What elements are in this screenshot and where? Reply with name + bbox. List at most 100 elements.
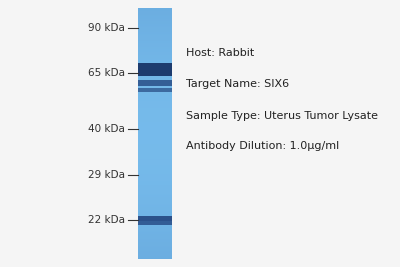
Bar: [138, 27, 172, 28]
Bar: [138, 32, 172, 33]
Bar: [138, 34, 172, 35]
Bar: [138, 148, 172, 150]
Bar: [138, 73, 172, 74]
Bar: [138, 223, 172, 225]
Bar: [138, 121, 172, 122]
Bar: [138, 78, 172, 79]
Bar: [138, 253, 172, 254]
Bar: [138, 129, 172, 130]
Bar: [138, 190, 172, 191]
Bar: [138, 92, 172, 93]
Bar: [138, 50, 172, 52]
Bar: [138, 160, 172, 161]
Bar: [138, 216, 172, 217]
Bar: [138, 75, 172, 76]
Bar: [138, 226, 172, 227]
Bar: [138, 122, 172, 123]
Bar: [138, 70, 172, 71]
Bar: [138, 20, 172, 21]
Bar: [138, 182, 172, 183]
Bar: [138, 137, 172, 138]
Bar: [138, 223, 172, 224]
Bar: [138, 208, 172, 209]
Bar: [138, 53, 172, 54]
Bar: [138, 219, 172, 220]
Bar: [138, 45, 172, 46]
Bar: [138, 150, 172, 151]
Bar: [138, 114, 172, 115]
Bar: [138, 237, 172, 238]
Bar: [138, 138, 172, 139]
Bar: [138, 143, 172, 144]
Bar: [138, 163, 172, 164]
Bar: [138, 45, 172, 46]
Bar: [138, 99, 172, 100]
Bar: [138, 94, 172, 95]
Bar: [138, 167, 172, 169]
Bar: [138, 60, 172, 61]
Bar: [138, 239, 172, 241]
Bar: [138, 201, 172, 202]
Bar: [138, 151, 172, 152]
Bar: [138, 105, 172, 106]
Bar: [138, 238, 172, 239]
Text: 90 kDa: 90 kDa: [88, 23, 125, 33]
Bar: [138, 87, 172, 88]
Bar: [138, 87, 172, 88]
Bar: [138, 254, 172, 256]
Bar: [138, 127, 172, 128]
Bar: [138, 230, 172, 231]
Bar: [138, 183, 172, 184]
Bar: [138, 206, 172, 207]
Bar: [138, 67, 172, 68]
Bar: [138, 125, 172, 126]
Bar: [138, 29, 172, 30]
Bar: [138, 83, 172, 84]
Bar: [138, 194, 172, 195]
Bar: [138, 56, 172, 57]
Bar: [138, 145, 172, 146]
Bar: [138, 221, 172, 222]
Bar: [138, 24, 172, 25]
Bar: [138, 214, 172, 215]
Bar: [138, 234, 172, 235]
Bar: [138, 80, 172, 86]
Text: 40 kDa: 40 kDa: [88, 124, 125, 135]
Bar: [138, 44, 172, 45]
Bar: [138, 37, 172, 38]
Bar: [138, 217, 172, 218]
Bar: [138, 181, 172, 182]
Bar: [138, 243, 172, 244]
Bar: [138, 71, 172, 72]
Bar: [138, 189, 172, 190]
Bar: [138, 126, 172, 127]
Bar: [138, 59, 172, 60]
Bar: [138, 236, 172, 237]
Bar: [138, 214, 172, 215]
Bar: [138, 225, 172, 226]
Bar: [138, 165, 172, 166]
Bar: [138, 69, 172, 70]
Text: 22 kDa: 22 kDa: [88, 215, 125, 225]
Bar: [138, 64, 172, 65]
Bar: [138, 21, 172, 22]
Bar: [138, 60, 172, 62]
Bar: [138, 36, 172, 37]
Bar: [138, 91, 172, 92]
Bar: [138, 149, 172, 150]
Bar: [138, 191, 172, 192]
Bar: [138, 40, 172, 41]
Bar: [138, 13, 172, 14]
Bar: [138, 232, 172, 233]
Bar: [138, 158, 172, 159]
Bar: [138, 117, 172, 119]
Bar: [138, 207, 172, 208]
Bar: [138, 205, 172, 206]
Bar: [138, 17, 172, 18]
Bar: [138, 25, 172, 26]
Bar: [138, 54, 172, 56]
Bar: [138, 107, 172, 108]
Bar: [138, 202, 172, 203]
Bar: [138, 227, 172, 228]
Bar: [138, 127, 172, 128]
